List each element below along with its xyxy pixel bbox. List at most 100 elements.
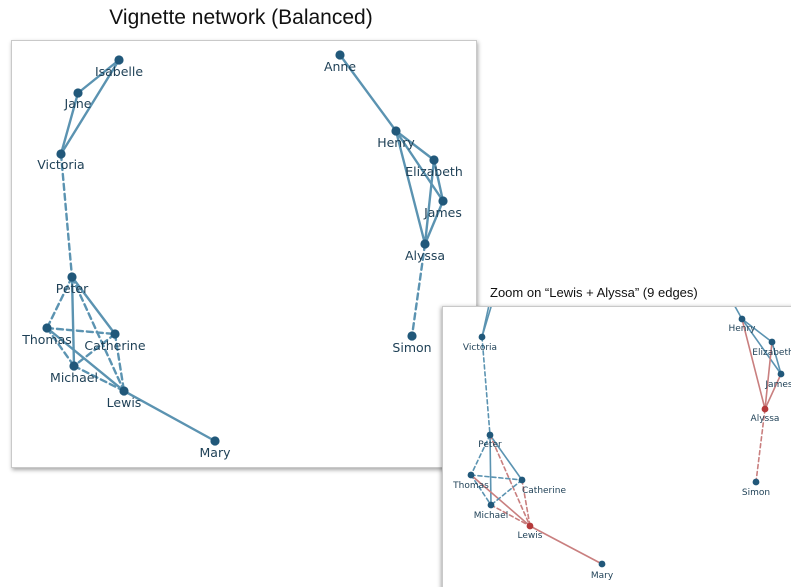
node-victoria [56,149,66,159]
labels-group: Victoria Peter Thomas Catherine Michael Lewis… [452,324,791,581]
edge-thomas-michael [470,474,492,506]
node-label-michael: Michael [50,370,98,385]
node-henry [391,126,401,136]
edge-alyssa-simon [755,408,766,483]
node-label-simon: Simon [742,488,770,498]
edge-thomas-catherine [470,474,523,481]
node-label-alyssa: Alyssa [405,248,445,263]
node-label-lewis: Lewis [107,395,142,410]
edge-thomas-lewis [45,326,126,393]
node-label-peter: Peter [478,440,502,450]
edge-anne-henry [734,307,743,320]
node-label-jane: Jane [64,96,92,111]
nodes-group [42,50,448,446]
node-label-anne: Anne [324,59,356,74]
node-label-mary: Mary [200,445,232,460]
edge-henry-james [394,129,445,203]
node-label-mary: Mary [591,571,614,581]
node-simon [752,478,760,486]
zoom-title: Zoom on “Lewis + Alyssa” (9 edges) [490,285,698,300]
edge-victoria-peter [59,152,74,279]
main-network-panel: Isabelle Jane Victoria Peter Thomas Catherine… [11,40,477,468]
node-victoria [478,333,486,341]
node-lewis [119,386,129,396]
edge-henry-alyssa [741,318,766,410]
node-jane [73,88,83,98]
node-mary [210,436,220,446]
edge-isabelle-victoria [481,307,492,338]
node-isabelle [114,55,124,65]
node-peter [486,431,494,439]
edge-peter-lewis [489,434,531,527]
edge-henry-james [741,318,782,375]
edge-michael-lewis [490,504,531,527]
node-label-thomas: Thomas [21,332,72,347]
edges-group [470,307,782,565]
edge-catherine-michael [490,479,523,506]
node-label-alyssa: Alyssa [751,414,780,424]
edge-catherine-lewis [113,332,126,393]
node-label-peter: Peter [56,281,89,296]
node-label-james: James [423,205,462,220]
node-label-james: James [764,380,791,390]
edge-alyssa-simon [410,242,427,338]
zoom-network-graph: Victoria Peter Thomas Catherine Michael Lewis… [452,307,791,581]
edge-peter-michael [489,434,492,506]
edge-lewis-mary [122,389,217,443]
edge-peter-catherine [70,275,117,336]
edge-peter-thomas [45,275,74,330]
edges-group [45,53,445,443]
edge-henry-elizabeth [741,318,773,343]
node-label-elizabeth: Elizabeth [405,164,463,179]
edge-elizabeth-james [771,341,782,375]
node-peter [67,272,77,282]
edge-isabelle-victoria [59,58,121,156]
node-label-henry: Henry [377,135,415,150]
node-alyssa [761,405,769,413]
node-alyssa [420,239,430,249]
edge-anne-henry [338,53,398,133]
node-lewis [526,522,534,530]
node-henry [738,315,746,323]
node-catherine [518,476,526,484]
node-anne [335,50,345,60]
node-mary [598,560,606,568]
edge-catherine-lewis [521,479,531,527]
edge-lewis-mary [529,525,603,565]
edge-james-alyssa [764,373,782,410]
edge-peter-lewis [70,275,126,393]
node-label-catherine: Catherine [84,338,145,353]
node-label-thomas: Thomas [452,481,489,491]
node-thomas [467,471,475,479]
nodes-group [467,315,785,568]
edge-elizabeth-alyssa [764,341,773,410]
node-label-michael: Michael [474,511,508,521]
edge-catherine-michael [72,332,117,368]
edge-peter-catherine [489,434,523,481]
node-elizabeth [768,338,776,346]
edge-elizabeth-alyssa [423,158,436,246]
node-label-lewis: Lewis [518,531,543,541]
node-james [777,370,785,378]
node-label-elizabeth: Elizabeth [752,348,791,358]
node-michael [69,361,79,371]
node-label-henry: Henry [728,324,756,334]
node-james [438,196,448,206]
zoom-network-panel: Victoria Peter Thomas Catherine Michael Lewis… [442,306,791,587]
node-label-victoria: Victoria [463,343,497,353]
edge-peter-thomas [470,434,491,476]
labels-group: Isabelle Jane Victoria Peter Thomas Catherine… [21,59,463,460]
edge-henry-alyssa [394,129,427,246]
node-label-victoria: Victoria [37,157,84,172]
edge-elizabeth-james [432,158,445,203]
edge-henry-elizabeth [394,129,436,162]
edge-jane-victoria [481,307,490,338]
node-label-simon: Simon [392,340,431,355]
edge-victoria-peter [481,336,491,436]
edge-isabelle-jane [76,58,121,95]
edge-thomas-catherine [45,326,117,336]
node-thomas [42,323,52,333]
node-elizabeth [429,155,439,165]
edge-thomas-lewis [470,474,531,527]
